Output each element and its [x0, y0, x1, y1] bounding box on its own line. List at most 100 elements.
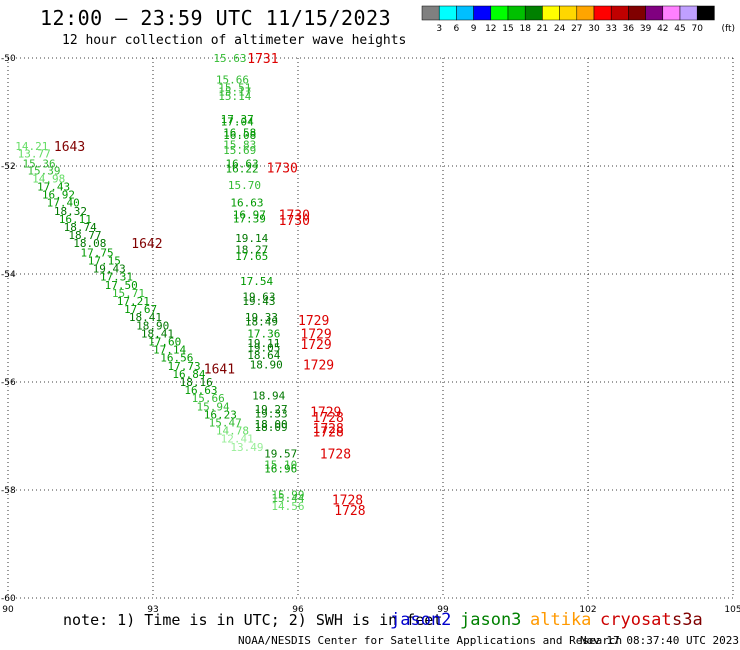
- wave-height-label: 15.14: [218, 90, 251, 103]
- wave-height-label: 18.49: [245, 316, 278, 329]
- wave-height-label: 16.63: [184, 384, 217, 397]
- wave-height-label: 19.63: [242, 291, 275, 304]
- wave-height-label: 17.50: [105, 279, 138, 292]
- legend-swatch: [524, 5, 543, 21]
- wave-height-label: 17.73: [168, 360, 201, 373]
- wave-height-label: 18.27: [235, 244, 268, 257]
- wave-height-label: 17.31: [100, 271, 133, 284]
- legend-label: 70: [691, 24, 703, 34]
- legend-swatch: [576, 5, 595, 21]
- wave-height-label: 15.83: [223, 138, 256, 151]
- legend-label: 27: [571, 24, 582, 34]
- wave-height-label: 18.00: [255, 418, 288, 431]
- x-tick-label: 102: [579, 605, 596, 615]
- wave-height-label: 17.60: [148, 336, 181, 349]
- wave-height-label: 16.56: [160, 352, 193, 365]
- wave-height-label: 16.11: [59, 213, 92, 226]
- wave-height-label: 17.40: [47, 197, 80, 210]
- wave-height-label: 15.70: [228, 179, 261, 192]
- footer-note: note: 1) Time is in UTC; 2) SWH is in fe…: [63, 611, 443, 629]
- wave-height-label: 15.66: [192, 392, 225, 405]
- color-legend: 3 6 9 12 15 18 21 24 27 30 33 36 39 42 45 70 (ft): [421, 5, 735, 34]
- wave-height-label: 19.05: [247, 341, 280, 354]
- pass-number-label: 1728: [313, 411, 344, 426]
- legend-swatch: [696, 5, 715, 21]
- wave-height-label: 15.36: [23, 157, 56, 170]
- wave-height-label: 19.57: [264, 447, 297, 460]
- legend-label: 6: [454, 24, 460, 34]
- wave-height-label: 17.21: [117, 295, 150, 308]
- wave-height-label: 18.90: [250, 359, 283, 372]
- pass-number-label: 1730: [279, 209, 310, 224]
- wave-height-label: 15.99: [271, 488, 304, 501]
- pass-number-label: 1729: [310, 406, 341, 421]
- wave-height-label: 16.23: [204, 408, 237, 421]
- legend-label: 18: [519, 24, 531, 34]
- wave-height-label: 14.56: [271, 500, 304, 513]
- wave-height-label: 15.17: [218, 85, 251, 98]
- y-tick-label: -50: [1, 54, 16, 64]
- wave-height-label: 14.98: [32, 172, 65, 185]
- wave-height-label: 17.65: [235, 250, 268, 263]
- wave-height-labels: 14.2113.7715.3615.3914.9817.4316.9217.40…: [15, 52, 305, 513]
- wave-height-label: 15.44: [271, 492, 304, 505]
- wave-height-label: 18.41: [129, 311, 162, 324]
- legend-label: 30: [588, 24, 600, 34]
- satellite-jason2: jason2: [390, 610, 452, 630]
- satellite-cryosat: cryosat: [600, 610, 672, 630]
- y-tick-label: -56: [1, 378, 16, 388]
- x-tick-label: 105: [724, 605, 740, 615]
- wave-height-label: 17.37: [221, 113, 254, 126]
- wave-height-label: 16.97: [233, 209, 266, 222]
- pass-number-label: 1730: [267, 162, 298, 177]
- pass-labels: 1643164216411731173017301730172917291729…: [54, 52, 366, 519]
- legend-label: 12: [485, 24, 496, 34]
- wave-height-label: 19.33: [255, 407, 288, 420]
- wave-height-label: 17.43: [37, 181, 70, 194]
- legend-label: 33: [605, 24, 616, 34]
- legend-label: 3: [436, 24, 442, 34]
- footer-credit: NOAA/NESDIS Center for Satellite Applica…: [238, 634, 623, 647]
- wave-height-label: 14.21: [15, 140, 48, 153]
- legend-label: 21: [537, 24, 548, 34]
- legend-swatch: [421, 5, 440, 21]
- wave-height-label: 17.39: [233, 212, 266, 225]
- legend-label: 9: [471, 24, 477, 34]
- pass-number-label: 1641: [204, 363, 235, 378]
- legend-swatch: [542, 5, 560, 21]
- wave-height-label: 16.92: [42, 189, 75, 202]
- wave-height-label: 19.43: [242, 295, 275, 308]
- pass-number-label: 1729: [303, 359, 334, 374]
- pass-number-label: 1643: [54, 140, 85, 155]
- x-tick-label: 96: [292, 605, 304, 615]
- wave-height-label: 17.15: [88, 255, 121, 268]
- legend-swatch: [473, 5, 492, 21]
- satellite-altika: altika: [530, 610, 592, 630]
- y-tick-label: -60: [1, 594, 16, 604]
- wave-height-label: 13.49: [230, 441, 263, 454]
- x-tick-label: 99: [437, 605, 449, 615]
- wave-height-label: 15.51: [218, 82, 251, 95]
- pass-number-label: 1729: [298, 314, 329, 329]
- wave-height-label: 15.39: [27, 164, 60, 177]
- pass-number-label: 1729: [300, 327, 331, 342]
- wave-height-label: 18.41: [141, 327, 174, 340]
- legend-swatch: [610, 5, 629, 21]
- pass-number-label: 1642: [131, 237, 162, 252]
- wave-height-label: 14.78: [216, 425, 249, 438]
- wave-height-label: 18.94: [252, 390, 285, 403]
- wave-height-label: 17.14: [153, 344, 186, 357]
- legend-swatch: [593, 5, 612, 21]
- x-tick-label: 90: [2, 605, 14, 615]
- wave-height-label: 16.22: [226, 163, 259, 176]
- wave-height-label: 18.90: [136, 319, 169, 332]
- wave-height-label: 19.27: [255, 403, 288, 416]
- wave-height-label: 15.71: [112, 287, 145, 300]
- wave-height-label: 17.75: [81, 246, 114, 259]
- wave-height-label: 18.32: [54, 205, 87, 218]
- wave-height-label: 17.67: [124, 303, 157, 316]
- wave-height-label: 16.08: [223, 129, 256, 142]
- legend-swatch: [559, 5, 578, 21]
